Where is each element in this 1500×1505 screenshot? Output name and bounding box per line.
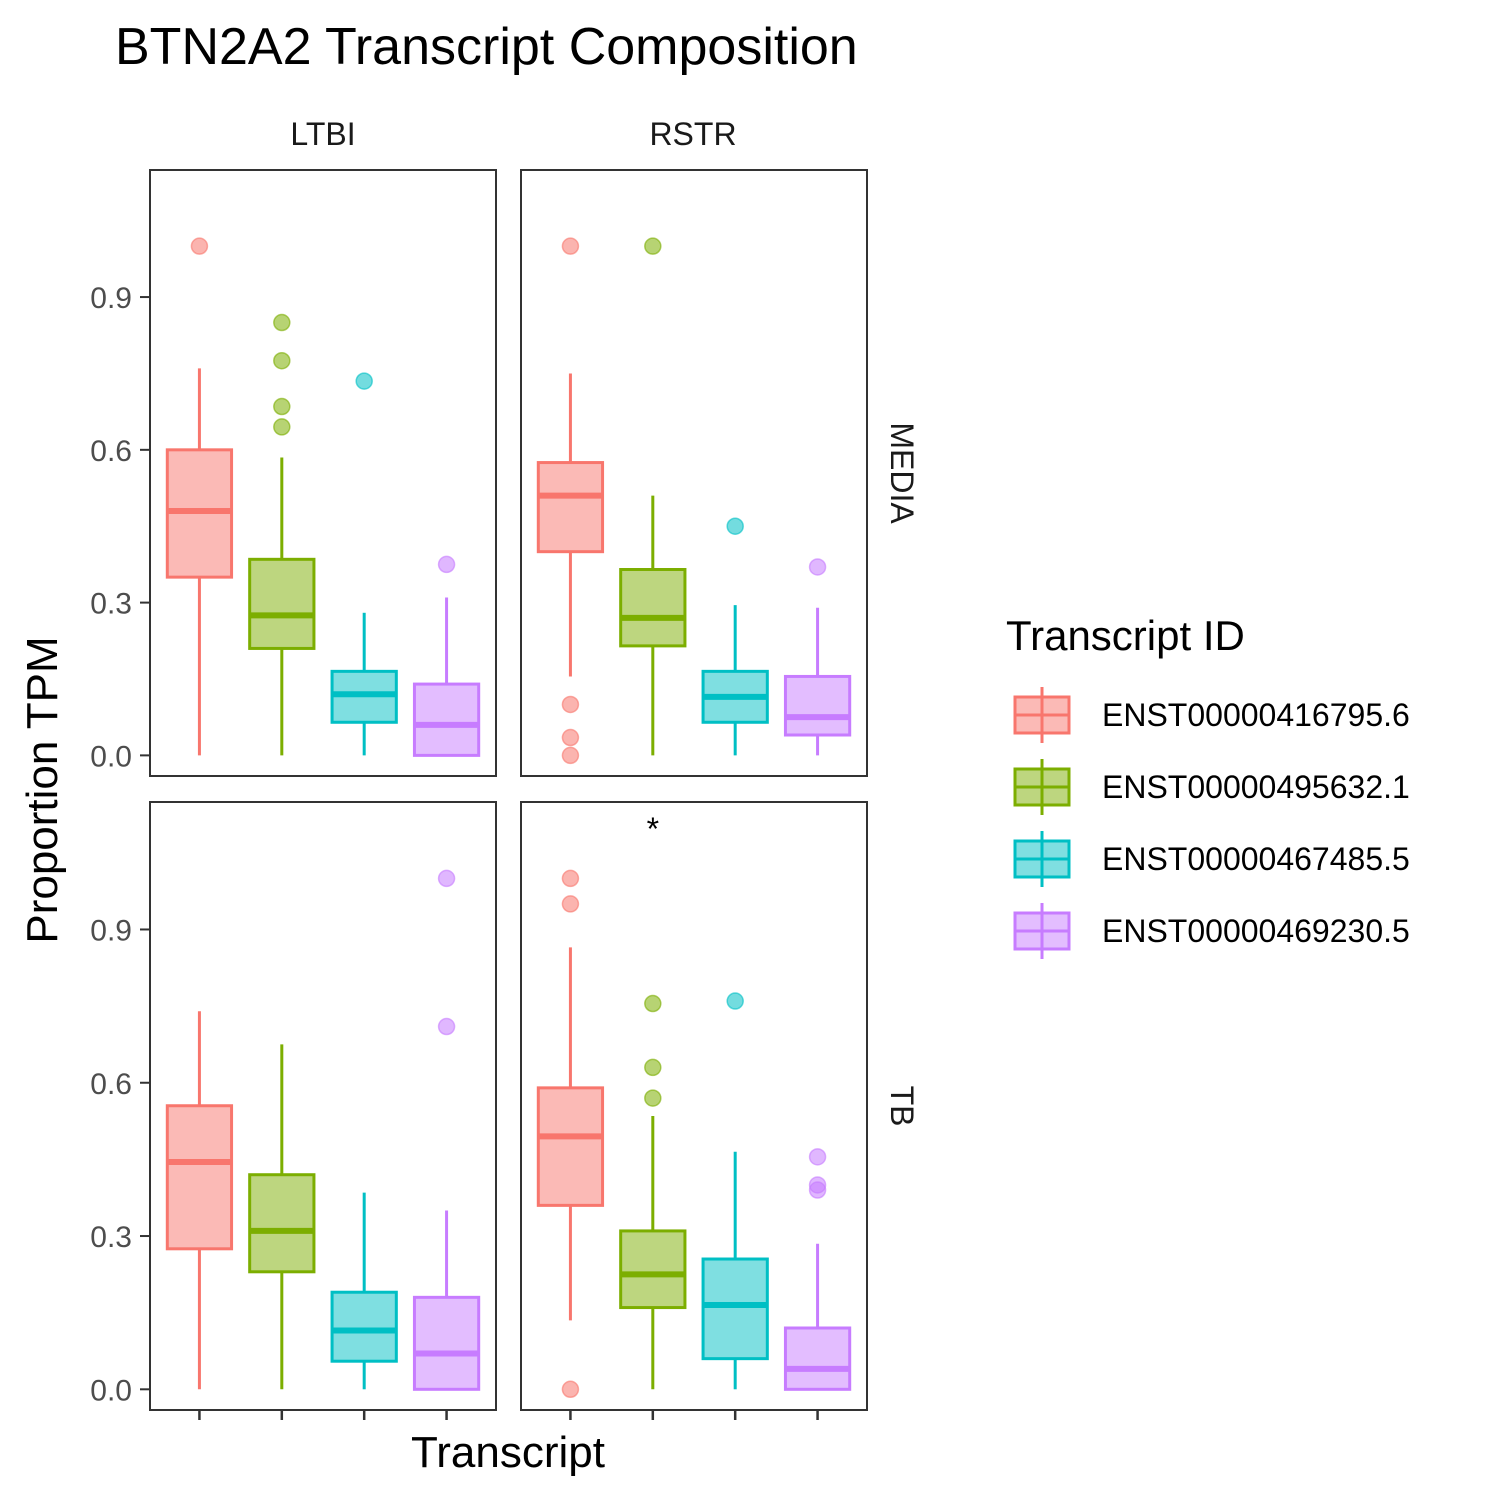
x-axis-rstr bbox=[569, 1410, 819, 1420]
y-tick-label: 0.9 bbox=[90, 282, 132, 315]
box-ENST00000469230.5 bbox=[412, 869, 481, 1391]
panels-layer: * bbox=[149, 169, 868, 1411]
outlier-point bbox=[561, 237, 580, 255]
legend-label: ENST00000416795.6 bbox=[1102, 697, 1410, 733]
y-axis-tb: 0.0 0.3 0.6 0.9 bbox=[90, 914, 150, 1407]
box-iqr bbox=[330, 1290, 398, 1363]
box-ENST00000467485.5 bbox=[701, 517, 769, 756]
outlier-point bbox=[437, 1017, 456, 1036]
facet-label-row-media: MEDIA bbox=[884, 422, 920, 524]
outlier-point bbox=[726, 517, 744, 535]
panel-rstr-tb: * bbox=[520, 801, 868, 1411]
panel-border bbox=[149, 169, 497, 777]
box-ENST00000416795.6 bbox=[536, 869, 605, 1399]
box-ENST00000469230.5 bbox=[783, 1148, 852, 1391]
box-ENST00000495632.1 bbox=[619, 994, 687, 1390]
facet-label-row-tb: TB bbox=[884, 1086, 920, 1127]
box-ENST00000495632.1 bbox=[619, 237, 687, 756]
outlier-point bbox=[355, 372, 373, 390]
outlier-point bbox=[561, 746, 580, 765]
outlier-point bbox=[726, 992, 744, 1010]
box-ENST00000467485.5 bbox=[330, 372, 398, 756]
legend-label: ENST00000467485.5 bbox=[1102, 841, 1410, 877]
box-ENST00000467485.5 bbox=[330, 1192, 398, 1390]
x-axis-title: Transcript bbox=[411, 1428, 605, 1477]
y-tick-label: 0.3 bbox=[90, 588, 132, 621]
y-tick-label: 0.9 bbox=[90, 914, 132, 947]
outlier-point bbox=[561, 869, 580, 888]
box-ENST00000469230.5 bbox=[783, 558, 852, 756]
legend-entry-ENST00000469230.5: ENST00000469230.5 bbox=[1013, 903, 1410, 959]
box-ENST00000469230.5 bbox=[412, 555, 481, 757]
box-ENST00000467485.5 bbox=[701, 992, 769, 1390]
legend-layer: ENST00000416795.6 ENST00000495632.1 ENST00… bbox=[1013, 687, 1410, 959]
outlier-point bbox=[808, 1181, 827, 1199]
box-ENST00000416795.6 bbox=[165, 237, 234, 756]
outlier-point bbox=[561, 728, 580, 747]
panel-ltbi-media bbox=[149, 169, 497, 777]
outlier-point bbox=[644, 994, 662, 1013]
box-iqr bbox=[701, 1257, 769, 1361]
chart-title: BTN2A2 Transcript Composition bbox=[115, 18, 858, 76]
outlier-point bbox=[273, 313, 291, 332]
legend-entry-ENST00000495632.1: ENST00000495632.1 bbox=[1013, 759, 1410, 815]
panel-rstr-media bbox=[520, 169, 868, 777]
outlier-point bbox=[561, 695, 580, 714]
axes-layer: 0.0 0.3 0.6 0.9 0.0 0.3 0.6 0.9 bbox=[90, 282, 819, 1420]
outlier-point bbox=[644, 1058, 662, 1077]
outlier-point bbox=[273, 351, 291, 370]
outlier-point bbox=[561, 895, 580, 913]
box-iqr bbox=[619, 568, 687, 648]
facet-label-col-ltbi: LTBI bbox=[290, 116, 355, 152]
legend-entry-ENST00000467485.5: ENST00000467485.5 bbox=[1013, 831, 1410, 887]
panel-border bbox=[520, 169, 868, 777]
box-iqr bbox=[783, 674, 852, 737]
legend-title: Transcript ID bbox=[1006, 612, 1245, 659]
legend-label: ENST00000469230.5 bbox=[1102, 913, 1410, 949]
panel-border bbox=[520, 801, 868, 1411]
outlier-point bbox=[437, 869, 456, 888]
panel-ltbi-tb bbox=[149, 801, 497, 1411]
box-ENST00000495632.1 bbox=[248, 1044, 316, 1390]
box-iqr bbox=[248, 557, 316, 650]
outlier-point bbox=[190, 237, 209, 255]
y-tick-label: 0.0 bbox=[90, 1374, 132, 1407]
x-axis-ltbi bbox=[198, 1410, 448, 1420]
outlier-point bbox=[808, 1148, 827, 1166]
y-tick-label: 0.6 bbox=[90, 1068, 132, 1101]
panel-border bbox=[149, 801, 497, 1411]
y-tick-label: 0.6 bbox=[90, 435, 132, 468]
box-iqr bbox=[412, 682, 481, 757]
box-ENST00000416795.6 bbox=[536, 237, 605, 765]
legend-label: ENST00000495632.1 bbox=[1102, 769, 1410, 805]
legend-entry-ENST00000416795.6: ENST00000416795.6 bbox=[1013, 687, 1410, 743]
box-iqr bbox=[248, 1173, 316, 1274]
box-ENST00000416795.6 bbox=[165, 1011, 234, 1390]
box-iqr bbox=[536, 1086, 605, 1207]
y-axis-media: 0.0 0.3 0.6 0.9 bbox=[90, 282, 150, 773]
outlier-point bbox=[437, 555, 456, 574]
box-ENST00000495632.1 bbox=[248, 313, 316, 756]
y-axis-title: Proportion TPM bbox=[18, 636, 67, 943]
box-iqr bbox=[783, 1326, 852, 1391]
box-iqr bbox=[412, 1295, 481, 1391]
outlier-point bbox=[273, 397, 291, 416]
outlier-point bbox=[808, 558, 827, 576]
outlier-point bbox=[644, 237, 662, 255]
facet-label-col-rstr: RSTR bbox=[649, 116, 736, 152]
outlier-point bbox=[644, 1089, 662, 1107]
significance-annotation: * bbox=[647, 811, 659, 847]
outlier-point bbox=[273, 418, 291, 436]
box-iqr bbox=[165, 1104, 234, 1251]
outlier-point bbox=[561, 1380, 580, 1399]
y-tick-label: 0.0 bbox=[90, 740, 132, 773]
box-iqr bbox=[536, 461, 605, 554]
box-iqr bbox=[619, 1229, 687, 1310]
y-tick-label: 0.3 bbox=[90, 1221, 132, 1254]
